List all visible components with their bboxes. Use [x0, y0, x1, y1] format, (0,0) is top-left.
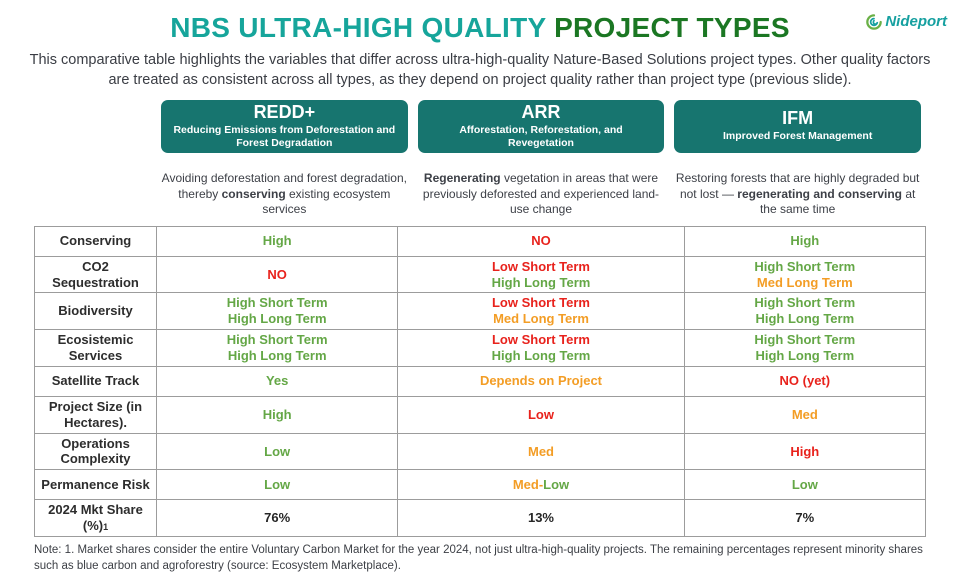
table-cell: Med: [397, 432, 685, 471]
table-cell: Low: [683, 469, 927, 501]
row-label: Conserving: [34, 225, 157, 257]
table-cell: High: [155, 395, 399, 434]
row-label: Operations Complexity: [34, 432, 157, 471]
footnote-marker: 1: [103, 522, 109, 533]
table-row: Operations Complexity Low Med High: [34, 432, 927, 471]
row-label: Satellite Track: [34, 365, 157, 397]
table-row: 2024 Mkt Share (%)1 76% 13% 7%: [34, 499, 927, 538]
table-row: Conserving High NO High: [34, 225, 927, 257]
row-label: 2024 Mkt Share (%)1: [34, 499, 157, 538]
column-code: ARR: [521, 101, 561, 122]
column-header-ifm: IFM Improved Forest Management: [674, 99, 921, 153]
comparison-table: Conserving High NO High CO2 Sequestration NO L…: [34, 225, 927, 538]
table-cell: High Short Term High Long Term: [155, 292, 399, 331]
table-cell: Low: [155, 469, 399, 501]
table-cell: Yes: [155, 365, 399, 397]
table-cell: Depends on Project: [397, 365, 685, 397]
swirl-leaf-icon: [866, 13, 883, 30]
column-description-redd: Avoiding deforestation and forest degrad…: [161, 170, 407, 217]
title-part-green: PROJECT TYPES: [554, 12, 790, 43]
table-cell: Low Short Term High Long Term: [397, 255, 685, 294]
table-cell: Low: [397, 395, 685, 434]
table-cell: NO (yet): [683, 365, 927, 397]
table-body: Conserving High NO High CO2 Sequestration NO L…: [34, 225, 927, 538]
table-cell: Med-Low: [397, 469, 685, 501]
column-description-arr: Regenerating vegetation in areas that we…: [422, 170, 660, 217]
title-part-teal: NBS ULTRA-HIGH QUALITY: [170, 12, 555, 43]
table-cell: High Short Term High Long Term: [155, 329, 399, 367]
column-header-redd: REDD+ Reducing Emissions from Deforestat…: [161, 99, 408, 153]
column-name: Reducing Emissions from Deforestation an…: [173, 123, 396, 149]
column-header-row: REDD+ Reducing Emissions from Deforestat…: [34, 99, 926, 153]
row-label: Project Size (in Hectares).: [34, 395, 157, 434]
column-description-row: Avoiding deforestation and forest degrad…: [34, 163, 926, 223]
table-cell: Med: [683, 395, 927, 434]
table-cell: 7%: [683, 499, 927, 538]
column-header-spacer: [34, 100, 156, 153]
table-cell: Low Short Term Med Long Term: [397, 292, 685, 331]
logo-wordmark: Nideport: [885, 13, 947, 30]
footnote: Note: 1. Market shares consider the enti…: [34, 544, 923, 572]
table-cell: 13%: [397, 499, 685, 538]
column-description-ifm: Restoring forests that are highly degrad…: [675, 170, 920, 217]
row-label: Permanence Risk: [34, 469, 157, 501]
table-cell: High: [683, 432, 927, 471]
column-description-spacer: [34, 163, 156, 223]
table-row: Permanence Risk Low Med-Low Low: [34, 469, 927, 501]
table-cell: High: [683, 225, 927, 257]
column-header-arr: ARR Afforestation, Reforestation, and Re…: [417, 99, 665, 153]
column-name: Afforestation, Reforestation, and Revege…: [459, 123, 623, 149]
column-name: Improved Forest Management: [722, 130, 873, 143]
row-label: Ecosistemic Services: [34, 329, 157, 367]
table-cell: High Short Term High Long Term: [683, 292, 927, 331]
table-cell: High: [155, 225, 399, 257]
table-cell: NO: [155, 255, 399, 294]
table-row: Satellite Track Yes Depends on Project NO (…: [34, 365, 927, 397]
table-row: CO2 Sequestration NO Low Short Term High Lo…: [34, 255, 927, 294]
row-label: Biodiversity: [34, 292, 157, 331]
table-cell: 76%: [155, 499, 399, 538]
table-row: Project Size (in Hectares). High Low Med: [34, 395, 927, 434]
subtitle-text: This comparative table highlights the va…: [29, 52, 931, 88]
table-row: Biodiversity High Short Term High Long Ter…: [34, 292, 927, 331]
table-cell: NO: [397, 225, 685, 257]
table-cell: High Short Term High Long Term: [683, 329, 927, 367]
table-cell: Low Short Term High Long Term: [397, 329, 685, 367]
page-title: NBS ULTRA-HIGH QUALITY PROJECT TYPES: [0, 0, 960, 42]
column-code: IFM: [782, 108, 814, 129]
column-code: REDD+: [253, 101, 316, 122]
table-cell: High Short Term Med Long Term: [683, 255, 927, 294]
table-row: Ecosistemic Services High Short Term High …: [34, 329, 927, 367]
nideport-logo: Nideport: [866, 13, 947, 30]
row-label: CO2 Sequestration: [34, 255, 157, 294]
table-cell: Low: [155, 432, 399, 471]
